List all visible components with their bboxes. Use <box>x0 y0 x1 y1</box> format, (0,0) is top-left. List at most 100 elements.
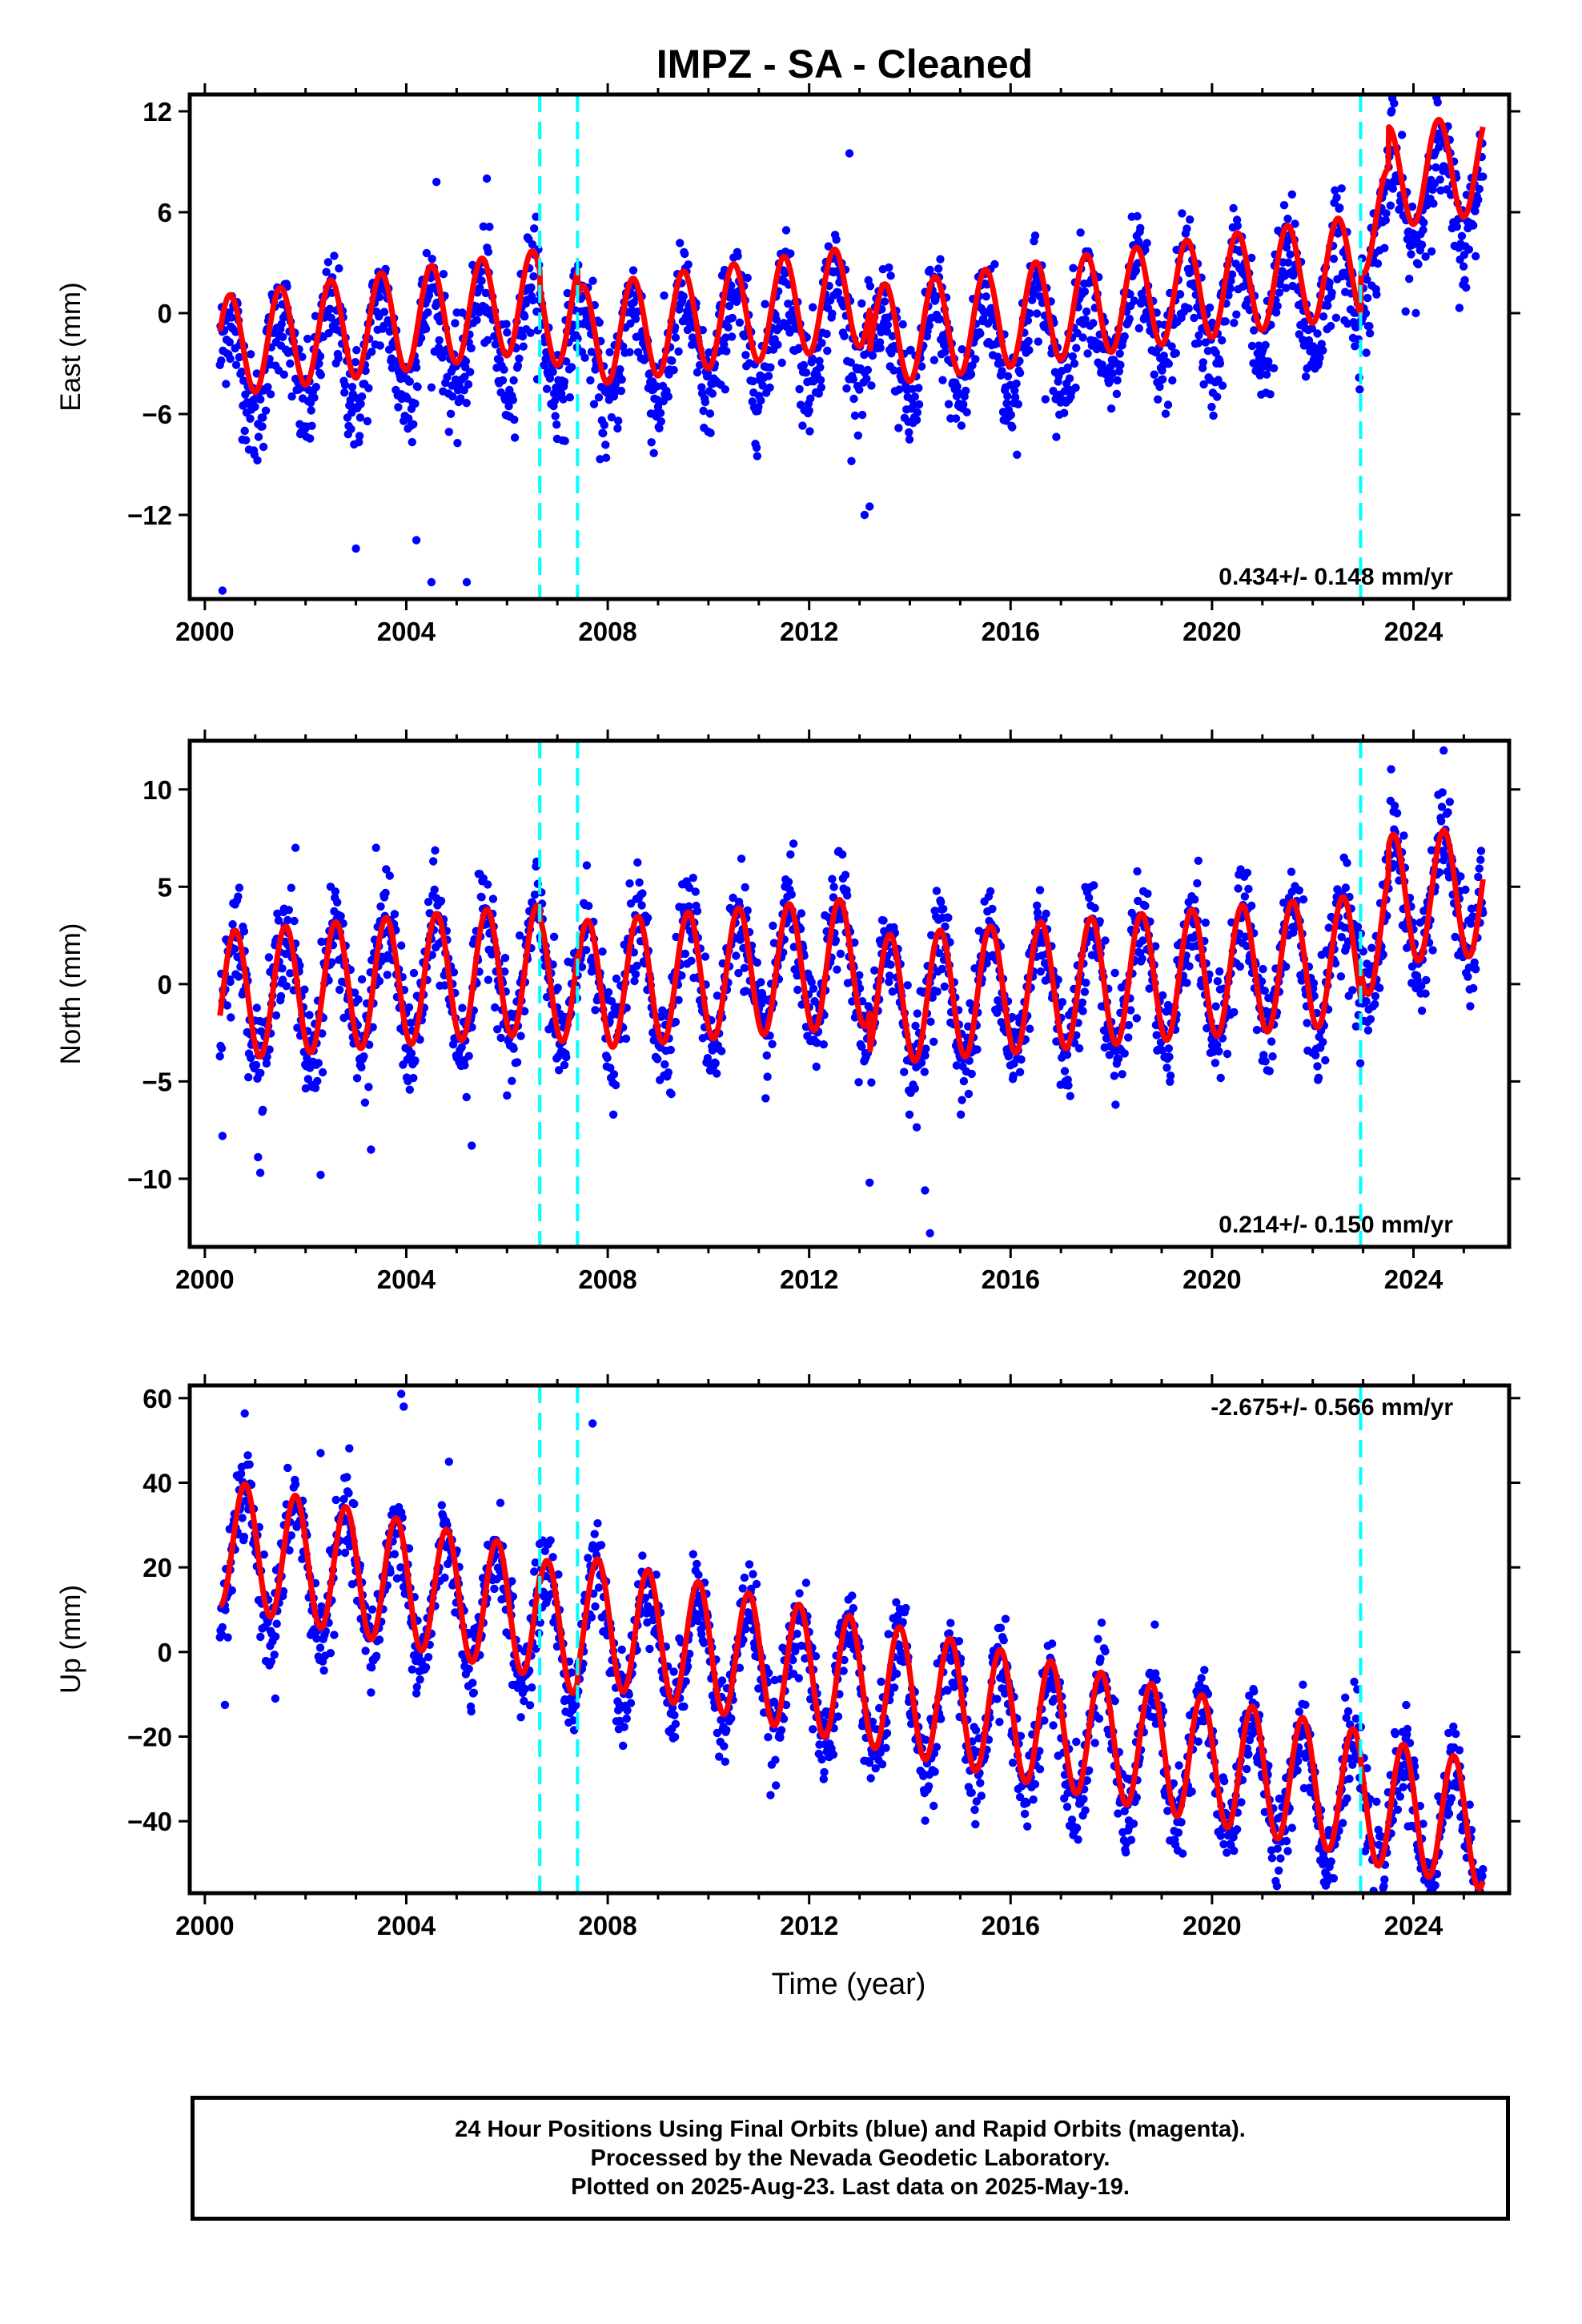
data-point <box>1327 288 1336 297</box>
data-point <box>1155 382 1164 392</box>
data-point <box>235 883 244 892</box>
y-tick-label: 12 <box>143 97 172 127</box>
data-point <box>1331 186 1339 195</box>
data-point <box>355 432 364 440</box>
data-point <box>727 332 737 341</box>
data-point <box>933 987 942 996</box>
data-point <box>633 858 642 867</box>
data-point <box>347 383 357 392</box>
data-point <box>436 317 444 326</box>
data-point <box>870 966 879 975</box>
data-point <box>405 377 414 386</box>
data-point <box>612 974 621 983</box>
data-point <box>799 360 809 370</box>
data-point <box>1250 326 1259 335</box>
data-point <box>1116 360 1125 369</box>
data-point <box>681 949 690 959</box>
data-point <box>477 893 486 902</box>
data-point <box>1329 255 1339 263</box>
data-point <box>939 904 948 914</box>
data-point <box>740 963 749 973</box>
data-point <box>609 1070 619 1079</box>
data-point <box>530 224 539 233</box>
data-point <box>879 916 888 925</box>
data-point <box>1026 309 1034 318</box>
data-point <box>1365 322 1374 331</box>
data-point <box>1161 409 1170 418</box>
data-point <box>545 374 555 383</box>
north-rate-label: 0.214+/- 0.150 mm/yr <box>1219 1212 1453 1238</box>
data-point <box>1475 864 1484 873</box>
data-point <box>1006 410 1016 420</box>
data-point <box>1407 202 1417 211</box>
data-point <box>528 1683 536 1692</box>
data-point <box>701 952 710 961</box>
data-point <box>840 332 849 340</box>
data-point <box>656 408 665 417</box>
data-point <box>382 865 391 874</box>
data-point <box>1158 375 1167 384</box>
data-point <box>552 420 561 429</box>
data-point <box>1343 858 1351 867</box>
data-point <box>1381 215 1391 225</box>
data-point <box>263 383 272 392</box>
data-point <box>462 1092 471 1102</box>
data-point <box>886 960 895 969</box>
data-point <box>1017 1055 1026 1064</box>
data-point <box>520 1007 529 1016</box>
data-point <box>357 392 367 401</box>
data-point <box>1443 808 1452 817</box>
data-point <box>910 1084 920 1093</box>
data-point <box>246 414 255 423</box>
data-point <box>1438 788 1447 797</box>
data-point <box>1131 266 1141 275</box>
data-point <box>405 1085 414 1094</box>
data-point <box>1319 312 1328 321</box>
data-point <box>1437 81 1445 89</box>
outlier-point <box>291 843 300 852</box>
data-point <box>1186 215 1195 224</box>
data-point <box>912 1123 921 1132</box>
data-point <box>587 1613 596 1622</box>
data-point <box>1319 1038 1327 1047</box>
data-point <box>1361 309 1371 318</box>
data-point <box>1133 211 1142 221</box>
data-point <box>805 406 813 415</box>
data-point <box>340 380 350 389</box>
data-point <box>457 1043 466 1052</box>
data-point <box>567 363 576 372</box>
data-point <box>240 1409 249 1418</box>
data-point <box>838 850 847 859</box>
data-point <box>503 1091 512 1100</box>
data-point <box>940 982 950 991</box>
x-tick-label: 2008 <box>578 617 636 646</box>
data-point <box>516 1713 525 1722</box>
data-point <box>1262 370 1271 379</box>
data-point <box>390 910 400 919</box>
y-tick-label: −12 <box>127 501 172 530</box>
data-point <box>247 1053 255 1063</box>
data-point <box>786 850 795 859</box>
data-point <box>1268 1052 1277 1061</box>
data-point <box>1266 390 1275 399</box>
data-point <box>633 348 643 356</box>
data-point <box>336 911 345 921</box>
data-point <box>822 329 831 339</box>
data-point <box>1074 1043 1084 1053</box>
data-point <box>1078 998 1087 1007</box>
data-point <box>510 415 519 424</box>
data-point <box>573 334 582 343</box>
data-point <box>1082 979 1090 987</box>
data-point <box>1265 1067 1275 1076</box>
data-point <box>920 1068 930 1076</box>
data-point <box>590 1530 599 1538</box>
data-point <box>926 265 934 275</box>
data-point <box>1081 315 1090 324</box>
data-point <box>435 336 444 345</box>
data-point <box>1033 309 1042 318</box>
data-point <box>1304 336 1314 345</box>
data-point <box>311 312 320 320</box>
data-point <box>1229 203 1238 213</box>
data-point <box>1313 329 1322 338</box>
data-point <box>367 348 376 356</box>
